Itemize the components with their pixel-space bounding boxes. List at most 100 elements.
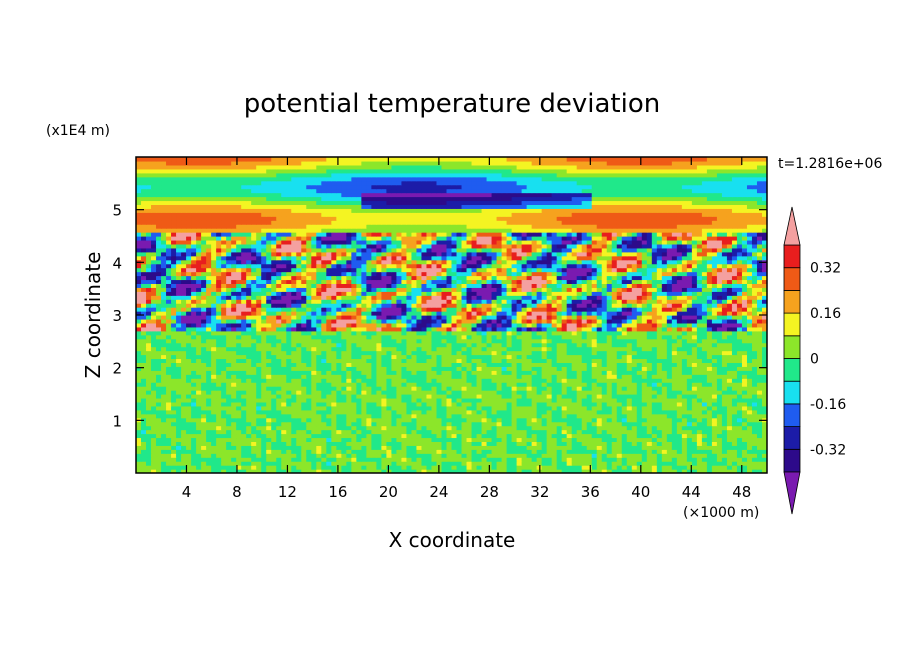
heatmap-cell (646, 350, 653, 356)
heatmap-cell (541, 441, 548, 446)
heatmap-cell (396, 338, 403, 344)
heatmap-cell (601, 342, 608, 348)
heatmap-cell (411, 326, 418, 332)
heatmap-cell (276, 441, 282, 446)
heatmap-cell (221, 394, 227, 399)
heatmap-cell (401, 409, 408, 415)
heatmap-cell (616, 318, 623, 324)
heatmap-cell (276, 342, 282, 348)
heatmap-cell (446, 465, 453, 470)
heatmap-cell (446, 405, 453, 411)
heatmap-cell (626, 378, 633, 383)
heatmap-cell (561, 322, 568, 328)
heatmap-cell (306, 401, 312, 407)
heatmap-cell (491, 338, 498, 344)
heatmap-cell (671, 322, 678, 328)
heatmap-cell (476, 425, 483, 431)
heatmap-cell (466, 461, 473, 466)
heatmap-cell (616, 421, 623, 427)
heatmap-cell (371, 441, 377, 446)
heatmap-cell (436, 417, 443, 423)
heatmap-cell (596, 469, 603, 473)
heatmap-cell (666, 405, 673, 411)
heatmap-cell (746, 457, 753, 462)
heatmap-cell (241, 425, 247, 431)
heatmap-cell (266, 346, 272, 352)
heatmap-cell (626, 330, 633, 336)
heatmap-cell (671, 441, 678, 446)
heatmap-cell (491, 374, 498, 379)
heatmap-cell (471, 315, 478, 320)
heatmap-cell (181, 457, 187, 462)
heatmap-cell (521, 322, 528, 328)
heatmap-cell (511, 401, 518, 407)
heatmap-cell (141, 405, 147, 411)
heatmap-cell (561, 437, 568, 442)
heatmap-cell (456, 417, 463, 423)
heatmap-cell (596, 346, 603, 352)
heatmap-cell (716, 429, 723, 435)
heatmap-cell (676, 338, 683, 344)
heatmap-cell (171, 469, 177, 473)
heatmap-cell (251, 350, 257, 356)
heatmap-cell (291, 413, 297, 419)
heatmap-cell (561, 330, 568, 336)
heatmap-cell (461, 421, 468, 427)
heatmap-cell (206, 315, 212, 320)
heatmap-cell (416, 453, 423, 458)
heatmap-cell (406, 437, 413, 442)
heatmap-cell (326, 437, 332, 442)
heatmap-cell (661, 461, 668, 466)
heatmap-cell (506, 366, 513, 371)
heatmap-cell (466, 429, 473, 435)
heatmap-cell (751, 354, 758, 360)
heatmap-cell (576, 413, 583, 419)
heatmap-cell (481, 358, 488, 363)
heatmap-cell (496, 378, 503, 383)
heatmap-cell (511, 457, 518, 462)
heatmap-cell (751, 338, 758, 344)
heatmap-cell (571, 334, 578, 340)
heatmap-cell (261, 394, 267, 399)
heatmap-cell (366, 453, 372, 458)
heatmap-cell (506, 425, 513, 431)
heatmap-cell (161, 330, 167, 336)
heatmap-cell (356, 322, 362, 328)
heatmap-cell (596, 437, 603, 442)
heatmap-cell (656, 457, 663, 462)
heatmap-cell (241, 378, 247, 383)
heatmap-cell (216, 417, 222, 423)
heatmap-cell (576, 342, 583, 348)
heatmap-cell (476, 390, 483, 395)
heatmap-cell (601, 413, 608, 419)
heatmap-cell (441, 330, 448, 336)
heatmap-cell (596, 401, 603, 407)
heatmap-cell (151, 338, 157, 344)
heatmap-cell (706, 437, 713, 442)
heatmap-cell (431, 370, 438, 375)
heatmap-cell (351, 374, 357, 379)
heatmap-cell (361, 409, 367, 415)
heatmap-cell (301, 350, 307, 356)
heatmap-cell (616, 386, 623, 391)
heatmap-cell (586, 425, 593, 431)
heatmap-cell (376, 397, 382, 403)
heatmap-cell (571, 405, 578, 411)
heatmap-cell (551, 362, 558, 367)
heatmap-cell (701, 445, 708, 450)
heatmap-cell (261, 429, 267, 435)
heatmap-cell (201, 330, 207, 336)
heatmap-cell (641, 409, 648, 415)
heatmap-cell (561, 334, 568, 340)
heatmap-cell (176, 378, 182, 383)
heatmap-cell (276, 318, 282, 324)
heatmap-cell (286, 465, 292, 470)
heatmap-cell (171, 437, 177, 442)
heatmap-cell (276, 390, 282, 395)
heatmap-cell (246, 397, 252, 403)
heatmap-cell (236, 370, 242, 375)
heatmap-cell (551, 330, 558, 336)
heatmap-cell (341, 449, 347, 454)
heatmap-cell (726, 318, 733, 324)
heatmap-cell (586, 449, 593, 454)
